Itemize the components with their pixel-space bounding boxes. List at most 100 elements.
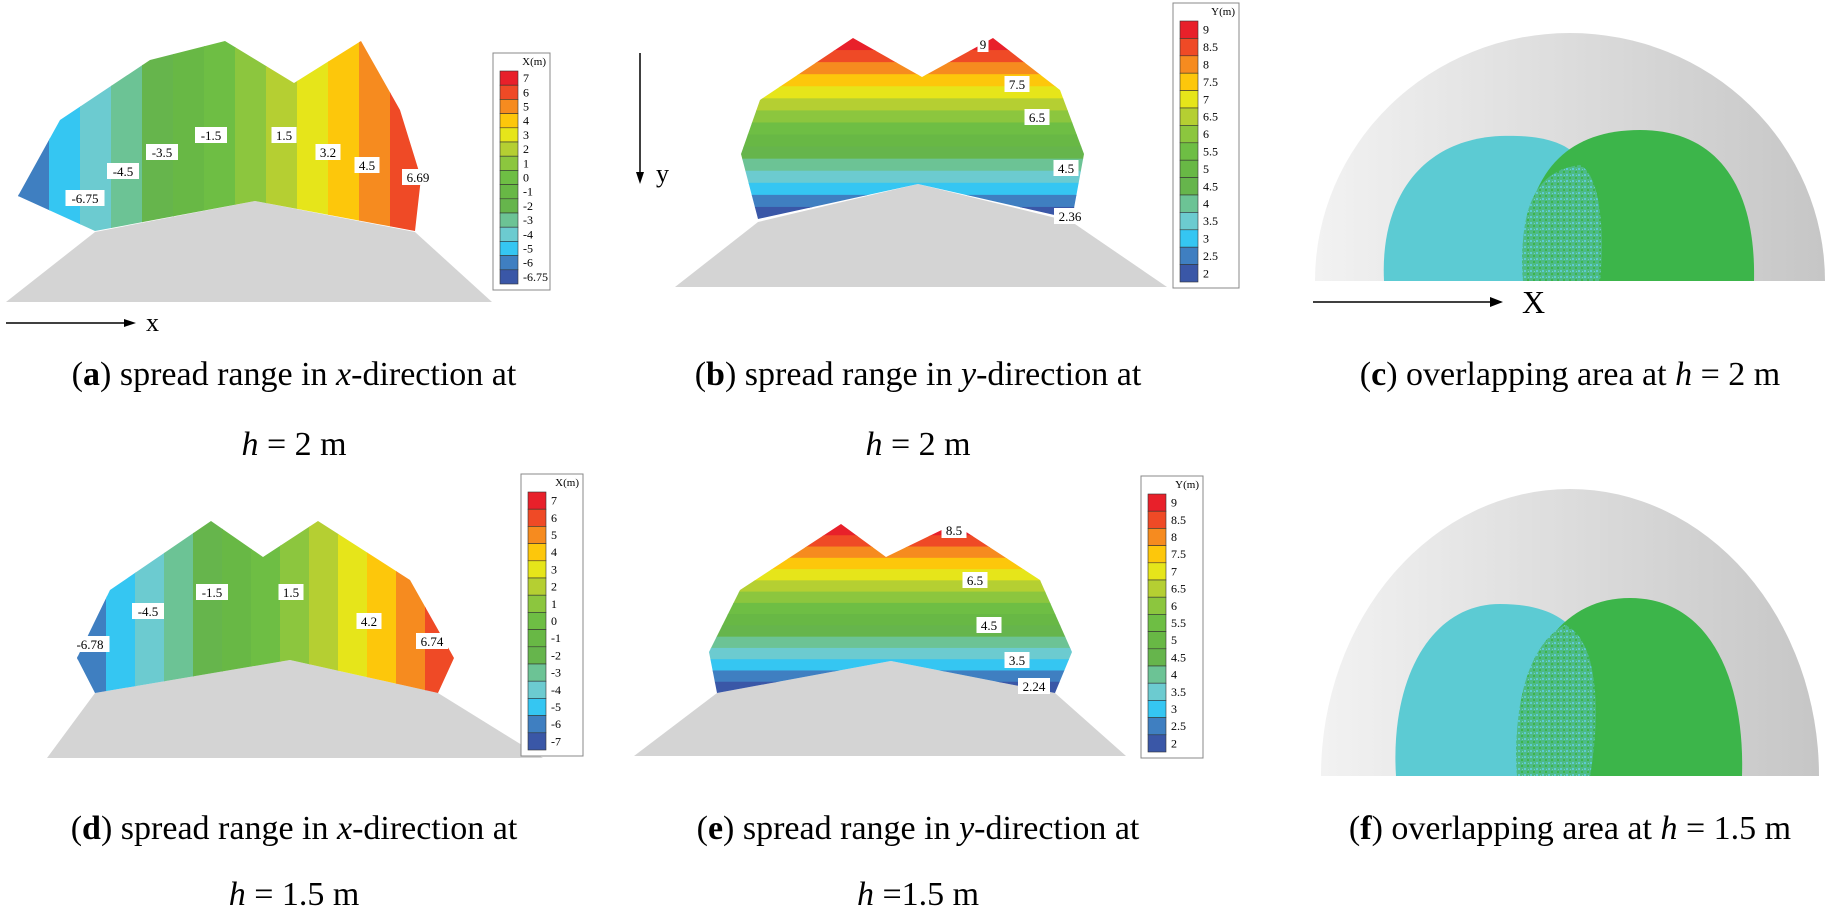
legend-swatch: [527, 508, 547, 527]
legend-swatch: [527, 715, 547, 734]
legend-swatch: [499, 184, 519, 200]
contour-band: [309, 521, 339, 693]
x-axis-label: x: [146, 308, 159, 337]
contour-label: 1.5: [276, 128, 292, 143]
legend-swatch: [499, 155, 519, 171]
contour-band: [235, 41, 267, 231]
legend-swatch: [527, 491, 547, 510]
legend-swatch: [527, 732, 547, 751]
x-axis-arrow: X: [1313, 284, 1545, 320]
legend-swatch: [1179, 229, 1199, 248]
legend-swatch: [1179, 212, 1199, 231]
contour-band: [709, 557, 1072, 571]
legend-swatch: [1147, 631, 1167, 650]
contour-label: -1.5: [201, 128, 222, 143]
y-axis-arrow: y: [636, 53, 669, 188]
contour-band: [454, 516, 484, 698]
contour-label-bg: [356, 613, 382, 629]
legend-label: 8.5: [1203, 40, 1218, 54]
contour-label-bg: [70, 636, 110, 652]
contour-label: 9: [980, 37, 987, 52]
contour-label-bg: [1004, 76, 1030, 92]
contour-band: [709, 636, 1072, 649]
ground-slope: [675, 184, 1167, 287]
contour-labels: 8.5 6.5 4.5 3.5 2.24: [941, 522, 1050, 694]
legend-swatch: [527, 577, 547, 596]
contour-label: -1.5: [202, 585, 223, 600]
legend-swatch: [1147, 682, 1167, 701]
panel-a: -6.75 -4.5 -3.5 -1.5 1.5 3.2 4.5 6.69 X(…: [6, 36, 551, 337]
legend-swatch: [1147, 579, 1167, 598]
legend-swatch: [499, 269, 519, 285]
legend-swatch: [1147, 665, 1167, 684]
ground-slope: [634, 661, 1126, 756]
legend-swatch: [1179, 125, 1199, 144]
legend-label: 3: [1171, 702, 1177, 716]
caption-b-line2: h = 2 m: [865, 426, 971, 463]
legend-label: 4: [1171, 668, 1177, 682]
legend-title: Y(m): [1211, 6, 1235, 18]
legend-label: 6: [551, 511, 557, 525]
legend-label: 5.5: [1171, 616, 1186, 630]
contour-label-bg: [941, 522, 967, 538]
legend-swatch: [499, 212, 519, 228]
legend-swatch: [499, 226, 519, 242]
legend-label: -2: [551, 648, 561, 662]
legend-label: -6: [551, 717, 561, 731]
contour-band: [421, 36, 453, 236]
legend-swatch: [1147, 528, 1167, 546]
legend-label: -4: [523, 227, 533, 241]
contour-label-bg: [146, 144, 178, 160]
legend-label: 2: [523, 142, 529, 156]
legend-label: 0: [551, 614, 557, 628]
legend-swatch: [1147, 648, 1167, 667]
legend-swatch: [1147, 734, 1167, 753]
legend-label: 8: [1203, 58, 1209, 72]
contour-labels: -6.75 -4.5 -3.5 -1.5 1.5 3.2 4.5 6.69: [65, 127, 434, 206]
legend-swatch: [1147, 545, 1167, 564]
legend-label: -1: [551, 631, 561, 645]
overlap-region: [1516, 625, 1596, 776]
contour-band: [111, 41, 143, 231]
contour-label-bg: [402, 169, 434, 185]
legend-swatch: [527, 543, 547, 562]
legend-label: -6: [523, 256, 533, 270]
legend-label: 4.5: [1203, 179, 1218, 193]
contour-label-bg: [977, 36, 989, 52]
panel-b: 9 7.5 6.5 4.5 2.36 Y(m)98.587.576.565.55…: [636, 2, 1240, 289]
legend-label: 3: [551, 562, 557, 576]
caption-e-line2: h =1.5 m: [856, 876, 980, 913]
legend-label: 2: [1171, 736, 1177, 750]
legend-label: -5: [551, 700, 561, 714]
contour-label: 3.2: [320, 145, 336, 160]
y-axis-label: y: [656, 159, 669, 188]
contour-band: [741, 62, 1084, 76]
legend-label: -3: [523, 213, 533, 227]
contour-band: [390, 41, 421, 231]
legend-label: 2.5: [1171, 719, 1186, 733]
legend-label: 7.5: [1171, 547, 1186, 561]
legend-swatch: [527, 560, 547, 579]
contour-label-bg: [976, 617, 1002, 633]
legend-swatch: [1179, 142, 1199, 161]
contour-band: [328, 41, 360, 231]
contour-label: 6.5: [1029, 110, 1045, 125]
legend-label: 7: [1203, 92, 1209, 106]
contour-label-bg: [354, 157, 380, 173]
contour-band: [367, 521, 397, 693]
legend-swatch: [527, 594, 547, 613]
legend-swatch: [1179, 194, 1199, 213]
contour-band: [741, 134, 1084, 148]
legend-swatch: [527, 646, 547, 665]
contour-band: [709, 569, 1072, 582]
legend-label: 4: [551, 545, 557, 559]
contour-band: [359, 41, 391, 231]
panel-e: 8.5 6.5 4.5 3.5 2.24 Y(m) 9 8.5 8 7.5 7 6.5 6 5.…: [634, 475, 1204, 759]
legend-label: 8.5: [1171, 513, 1186, 527]
contour-label-bg: [1053, 160, 1079, 176]
contour-labels: 9 7.5 6.5 4.5 2.36: [977, 36, 1086, 224]
legend-label: 3: [1203, 232, 1209, 246]
legend-swatch: [1179, 246, 1199, 265]
